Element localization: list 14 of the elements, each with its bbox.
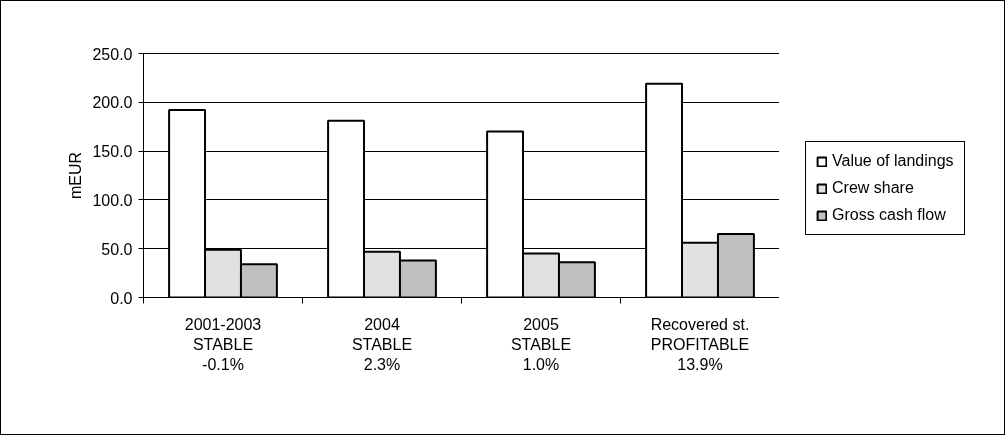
y-tick-label: 100.0 bbox=[92, 191, 133, 209]
legend-label: Gross cash flow bbox=[832, 206, 946, 224]
y-tick-label: 200.0 bbox=[92, 94, 133, 112]
y-tick-label: 250.0 bbox=[92, 45, 133, 63]
y-tick-label: 0.0 bbox=[110, 289, 133, 307]
y-tick-label: 50.0 bbox=[101, 240, 133, 258]
x-tick-label: 2005 STABLE 1.0% bbox=[510, 315, 572, 374]
legend-label: Crew share bbox=[832, 179, 914, 197]
x-tick-label: 2004 STABLE 2.3% bbox=[351, 315, 413, 374]
y-axis-title: mEUR bbox=[67, 151, 85, 200]
x-tick-label: 2001-2003 STABLE -0.1% bbox=[184, 315, 262, 374]
y-tick-label: 150.0 bbox=[92, 143, 133, 161]
x-tick-label: Recovered st. PROFITABLE 13.9% bbox=[650, 315, 750, 374]
legend-label: Value of landings bbox=[832, 152, 954, 170]
